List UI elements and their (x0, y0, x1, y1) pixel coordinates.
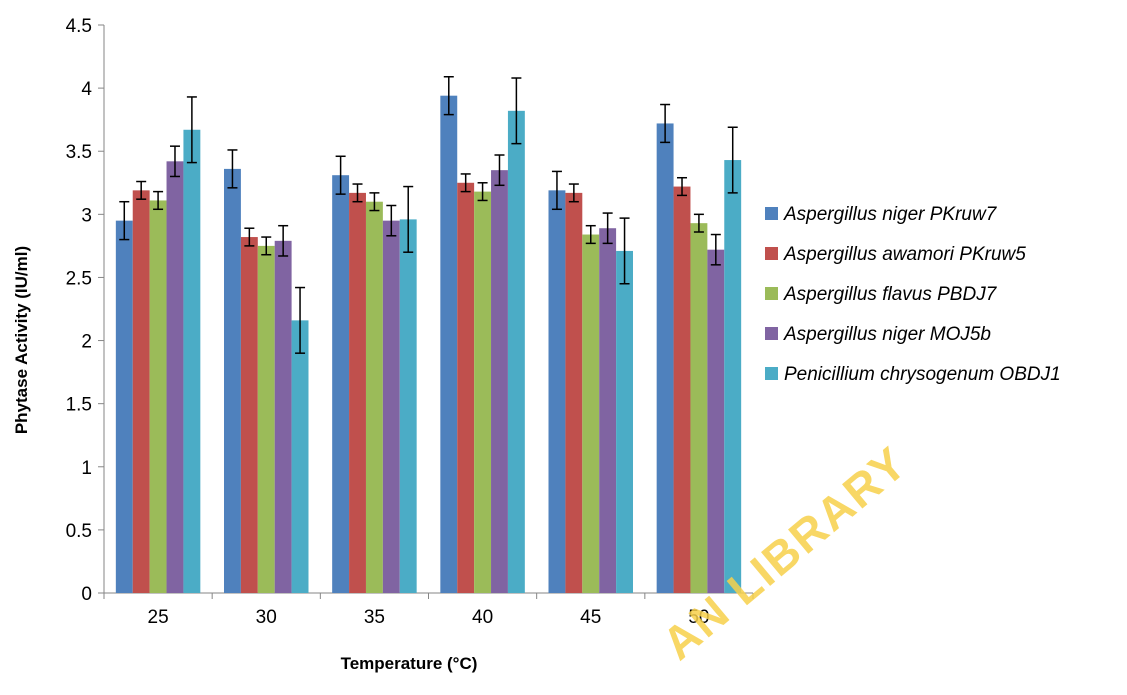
bar (349, 192, 366, 593)
bar (724, 160, 742, 593)
y-tick-label: 2.5 (66, 268, 92, 289)
bar (183, 129, 201, 593)
legend-swatch (765, 287, 778, 300)
bar (149, 200, 167, 593)
y-tick-label: 0 (81, 584, 92, 605)
bar (582, 234, 600, 594)
bars (115, 95, 742, 594)
bar (399, 219, 417, 594)
bar (132, 190, 150, 593)
x-tick-label: 30 (256, 607, 277, 628)
x-tick-label: 45 (580, 607, 601, 628)
legend-swatch (765, 207, 778, 220)
bar (291, 320, 309, 593)
legend-label: Aspergillus niger PKruw7 (783, 204, 998, 225)
legend-swatch (765, 327, 778, 340)
bar (673, 186, 691, 593)
bar (474, 191, 492, 593)
legend-label: Penicillium chrysogenum OBDJ1 (784, 364, 1061, 385)
bar (491, 170, 508, 593)
y-tick-label: 3 (81, 205, 92, 226)
y-axis-title: Phytase Activity (IU/ml) (12, 246, 31, 434)
bar (707, 249, 725, 594)
legend-label: Aspergillus flavus PBDJ7 (783, 284, 998, 305)
bar (548, 190, 566, 593)
x-axis-title: Temperature (°C) (341, 654, 478, 673)
legend-swatch (765, 247, 778, 260)
bar (274, 240, 292, 593)
y-tick-label: 4.5 (66, 16, 92, 37)
bar (656, 123, 674, 593)
bar (565, 192, 583, 593)
bar (224, 168, 241, 594)
bar (690, 223, 708, 593)
x-tick-label: 35 (364, 607, 385, 628)
x-tick-label: 25 (148, 607, 169, 628)
error-bars (119, 76, 738, 354)
bar (166, 161, 184, 593)
y-tick-label: 4 (81, 79, 92, 100)
x-tick-label: 40 (472, 607, 493, 628)
y-tick-label: 0.5 (66, 521, 92, 542)
bar (332, 175, 350, 593)
bar (257, 245, 275, 593)
legend-label: Aspergillus awamori PKruw5 (783, 244, 1026, 265)
bar (616, 250, 633, 593)
bar (365, 201, 383, 593)
y-tick-label: 2 (81, 332, 92, 353)
bar (507, 110, 525, 593)
legend-label: Aspergillus niger MOJ5b (783, 324, 991, 345)
bar (382, 220, 400, 593)
legend-swatch (765, 367, 778, 380)
y-tick-label: 3.5 (66, 142, 92, 163)
y-axis: 0 0.5 1 1.5 2 2.5 3 3.5 4 4.5 (66, 16, 105, 605)
x-tick-label: 50 (688, 607, 709, 628)
bar (457, 182, 475, 593)
bar (440, 95, 458, 593)
y-tick-label: 1 (81, 458, 92, 479)
legend: Aspergillus niger PKruw7 Aspergillus awam… (765, 204, 1061, 385)
bar (240, 237, 258, 593)
y-tick-label: 1.5 (66, 395, 92, 416)
x-axis: 25 30 35 40 45 50 (103, 592, 754, 628)
bar (599, 228, 617, 593)
bar (115, 220, 133, 593)
